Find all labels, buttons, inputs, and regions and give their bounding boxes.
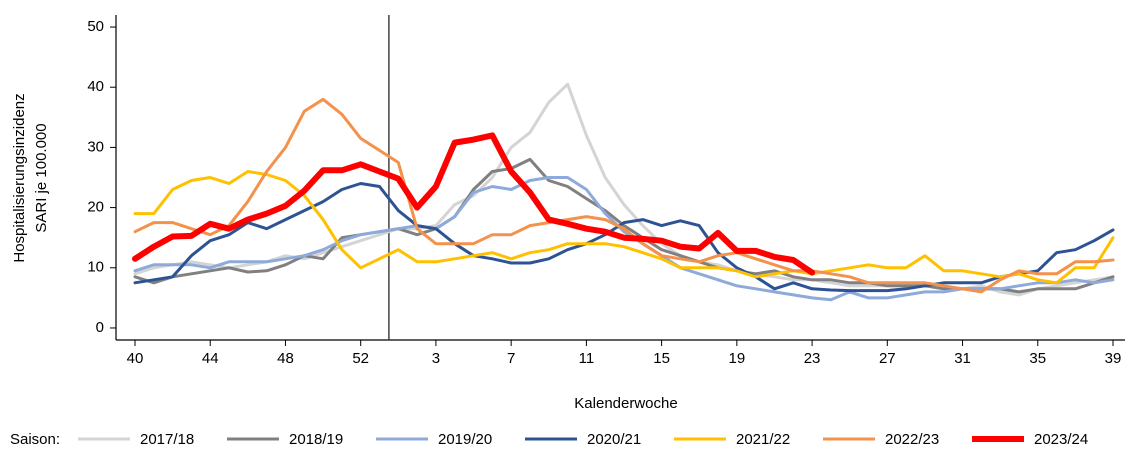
- x-tick-label: 11: [579, 350, 595, 367]
- y-axis-label: SARI je 100.000: [33, 123, 50, 232]
- y-tick-label: 30: [87, 138, 104, 155]
- y-tick-label: 50: [87, 18, 104, 35]
- legend-label: 2022/23: [885, 431, 939, 448]
- y-tick-label: 0: [96, 319, 104, 336]
- x-tick-label: 19: [729, 350, 746, 367]
- legend-label: 2023/24: [1034, 431, 1088, 448]
- y-axis-label: Hospitalisierungsinzidenz: [11, 93, 28, 262]
- legend-title: Saison:: [10, 431, 60, 448]
- series-line: [133, 97, 1115, 294]
- x-axis-label: Kalenderwoche: [574, 395, 677, 412]
- x-tick-label: 40: [127, 350, 144, 367]
- legend-label: 2021/22: [736, 431, 790, 448]
- y-tick-label: 20: [87, 199, 104, 216]
- x-tick-label: 52: [352, 350, 369, 367]
- series-line: [133, 182, 1115, 293]
- y-tick-label: 40: [87, 78, 104, 95]
- x-tick-label: 15: [653, 350, 670, 367]
- series-line: [133, 157, 1115, 294]
- series-line: [133, 170, 1115, 285]
- x-tick-label: 35: [1029, 350, 1046, 367]
- y-tick-label: 10: [87, 259, 104, 276]
- legend-label: 2019/20: [438, 431, 492, 448]
- x-tick-label: 44: [202, 350, 219, 367]
- series-line: [133, 176, 1115, 302]
- x-tick-label: 3: [432, 350, 440, 367]
- legend-label: 2018/19: [289, 431, 343, 448]
- legend-label: 2020/21: [587, 431, 641, 448]
- x-tick-label: 23: [804, 350, 821, 367]
- series-line: [133, 82, 1115, 297]
- legend-label: 2017/18: [140, 431, 194, 448]
- x-tick-label: 27: [879, 350, 896, 367]
- series-line: [132, 132, 816, 276]
- x-tick-label: 48: [277, 350, 294, 367]
- x-tick-label: 7: [507, 350, 515, 367]
- x-tick-label: 31: [954, 350, 971, 367]
- x-tick-label: 39: [1105, 350, 1122, 367]
